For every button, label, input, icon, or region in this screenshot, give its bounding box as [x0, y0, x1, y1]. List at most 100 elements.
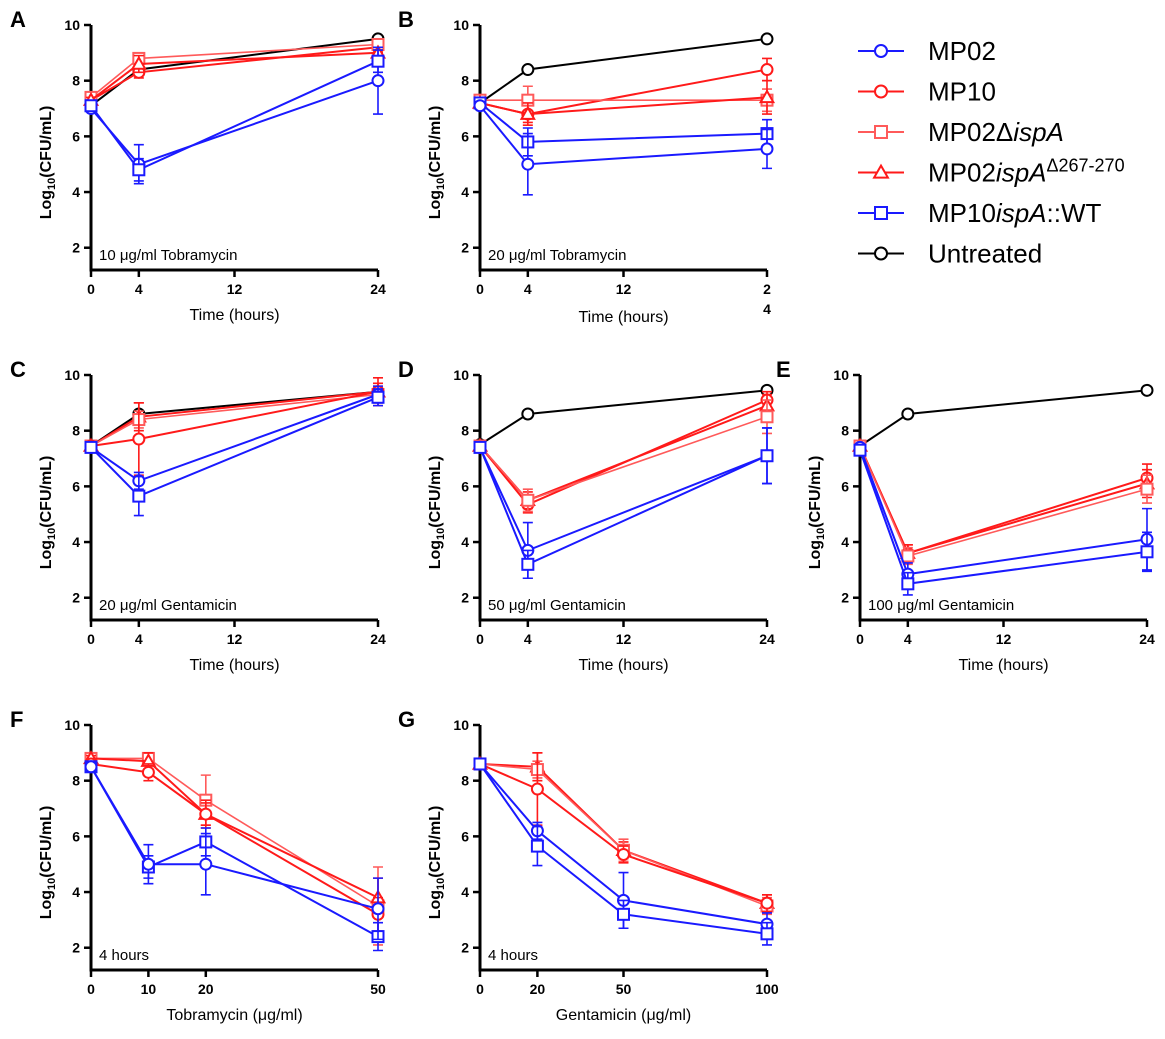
series-line: [479, 416, 768, 502]
x-tick-label: 100: [755, 981, 779, 997]
legend-entry-untreated: Untreated: [858, 239, 1042, 269]
legend-label: MP02ispAΔ267-270: [928, 156, 1125, 188]
series-ispAWT: [473, 96, 774, 157]
y-tick-label: 10: [64, 367, 80, 383]
y-axis-title: Log10(CFU/mL): [427, 456, 447, 570]
y-tick-label: 10: [64, 17, 80, 33]
data-point: [141, 857, 155, 871]
y-tick-label: 8: [72, 73, 80, 89]
x-axis-title: Time (hours): [578, 309, 668, 326]
y-tick-label: 10: [64, 717, 80, 733]
y-tick-label: 6: [461, 128, 469, 144]
x-tick-label: 4: [135, 281, 143, 297]
y-tick-label: 4: [461, 884, 469, 900]
data-point: [84, 440, 98, 454]
data-point: [617, 907, 630, 921]
y-tick-label: 8: [72, 773, 80, 789]
x-tick-label: 12: [227, 281, 243, 297]
x-tick-label: 12: [616, 281, 632, 297]
y-tick-label: 2: [72, 240, 80, 256]
legend-marker: [874, 125, 888, 139]
series-line: [90, 763, 379, 916]
y-tick-label: 2: [72, 590, 80, 606]
y-axis-title: Log10(CFU/mL): [38, 456, 58, 570]
legend-label: MP02ΔispA: [928, 117, 1064, 147]
panel-annotation: 4 hours: [99, 947, 149, 964]
series-MP02: [84, 46, 385, 185]
series-line: [479, 763, 768, 905]
data-point: [371, 54, 385, 68]
x-tick-label: 0: [856, 631, 864, 647]
y-axis-title: Log10(CFU/mL): [807, 456, 827, 570]
series-MP02: [84, 760, 385, 941]
y-axis-title: Log10(CFU/mL): [427, 806, 447, 920]
y-tick-label: 8: [461, 73, 469, 89]
x-axis-title: Tobramycin (μg/ml): [166, 1007, 302, 1024]
x-tick-label: 12: [227, 631, 243, 647]
legend-marker: [872, 163, 890, 179]
data-point: [521, 493, 535, 507]
panel-letter: C: [10, 357, 26, 382]
series-ispA267: [471, 393, 776, 510]
data-point: [760, 927, 774, 941]
x-tick-label: 24: [370, 631, 386, 647]
legend: MP02 MP10 MP02ΔispA MP02ispAΔ267-270 MP10isp…: [858, 36, 1125, 269]
y-tick-label: 4: [72, 534, 80, 550]
y-tick-label: 4: [461, 184, 469, 200]
data-point: [1140, 482, 1154, 496]
x-tick-label: 24: [759, 631, 775, 647]
x-tick-label: 12: [996, 631, 1012, 647]
x-tick-label: 24: [370, 281, 386, 297]
data-point: [760, 410, 774, 424]
y-tick-label: 2: [461, 940, 469, 956]
data-point: [132, 489, 146, 503]
data-point: [521, 157, 535, 171]
series-ispAWT: [84, 388, 385, 517]
series-line: [91, 757, 379, 907]
data-point: [132, 163, 146, 177]
y-tick-label: 6: [841, 478, 849, 494]
series-MP10: [84, 757, 385, 932]
series-line: [90, 766, 379, 910]
y-tick-label: 2: [461, 590, 469, 606]
x-axis-title: Gentamicin (μg/ml): [556, 1007, 691, 1024]
panel-letter: F: [10, 707, 23, 732]
y-axis-title: Log10(CFU/mL): [38, 806, 58, 920]
series-MP02: [473, 427, 774, 580]
y-tick-label: 10: [453, 717, 469, 733]
data-point: [760, 449, 774, 463]
x-tick-label: 0: [87, 281, 95, 297]
data-point: [473, 757, 487, 771]
y-tick-label: 6: [72, 828, 80, 844]
y-tick-label: 2: [72, 940, 80, 956]
data-point: [473, 440, 487, 454]
y-tick-label: 10: [453, 367, 469, 383]
series-ispAWT: [473, 427, 774, 580]
series-untreated: [84, 32, 385, 113]
data-point: [371, 74, 385, 88]
series-ispA267: [471, 79, 776, 127]
series-MP10: [84, 376, 385, 477]
x-tick-label: 4: [135, 631, 143, 647]
data-point: [853, 443, 867, 457]
x-tick-label: 0: [87, 631, 95, 647]
legend-marker: [874, 44, 888, 58]
x-tick-label: 0: [476, 981, 484, 997]
panel-annotation: 10 μg/ml Tobramycin: [99, 247, 237, 264]
series-line: [479, 763, 768, 905]
x-tick-label: 4: [904, 631, 912, 647]
series-line: [90, 757, 379, 899]
y-tick-label: 4: [72, 884, 80, 900]
panel-annotation: 100 μg/ml Gentamicin: [868, 597, 1014, 614]
x-tick-label: 0: [476, 631, 484, 647]
panel-annotation: 50 μg/ml Gentamicin: [488, 597, 626, 614]
y-tick-label: 8: [72, 423, 80, 439]
data-point: [519, 105, 536, 120]
data-point: [371, 390, 385, 404]
